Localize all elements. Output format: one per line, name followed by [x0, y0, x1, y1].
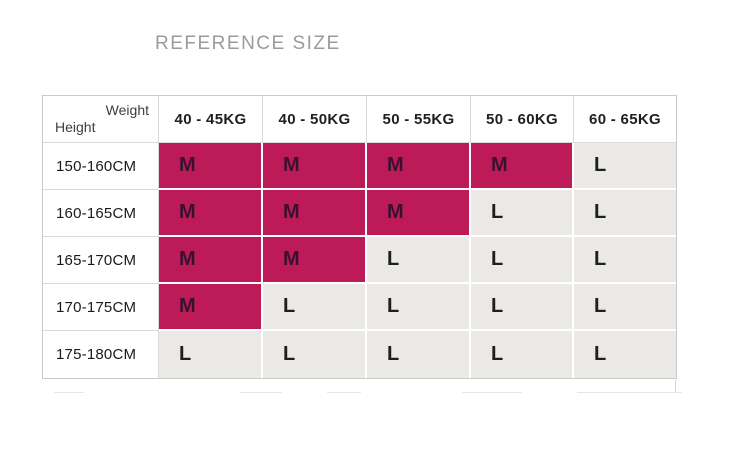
size-cell: M: [263, 143, 367, 190]
cutoff-line: [54, 392, 84, 393]
weight-axis-label: Weight: [105, 102, 149, 118]
size-cell: L: [471, 190, 574, 237]
weight-header: 50 - 60KG: [471, 96, 574, 143]
size-cell: L: [471, 331, 574, 378]
table-row: 165-170CM M M L L L: [43, 237, 676, 284]
size-reference-table: Weight Height 40 - 45KG 40 - 50KG 50 - 5…: [42, 95, 677, 379]
size-cell: L: [263, 331, 367, 378]
size-cell: L: [263, 284, 367, 331]
corner-cell: Weight Height: [43, 96, 159, 143]
size-cell: L: [159, 331, 263, 378]
weight-header: 60 - 65KG: [574, 96, 676, 143]
size-cell: M: [367, 190, 471, 237]
size-cell: L: [367, 284, 471, 331]
height-row-label: 175-180CM: [43, 331, 159, 378]
height-axis-label: Height: [55, 119, 96, 135]
table-row: 170-175CM M L L L L: [43, 284, 676, 331]
table-continuation-artifact: [42, 380, 682, 393]
size-cell: L: [574, 237, 676, 284]
cutoff-line: [240, 392, 282, 393]
size-cell: L: [574, 284, 676, 331]
size-cell: M: [159, 190, 263, 237]
table-row: 175-180CM L L L L L: [43, 331, 676, 378]
header-row: Weight Height 40 - 45KG 40 - 50KG 50 - 5…: [43, 96, 676, 143]
size-cell: M: [159, 143, 263, 190]
size-cell: M: [263, 237, 367, 284]
size-cell: L: [367, 237, 471, 284]
size-cell: L: [367, 331, 471, 378]
weight-header: 40 - 45KG: [159, 96, 263, 143]
weight-header: 50 - 55KG: [367, 96, 471, 143]
size-cell: L: [574, 143, 676, 190]
size-cell: M: [159, 237, 263, 284]
page-title: REFERENCE SIZE: [155, 33, 341, 54]
cutoff-line: [462, 392, 522, 393]
cutoff-line: [327, 392, 361, 393]
height-row-label: 165-170CM: [43, 237, 159, 284]
size-cell: M: [471, 143, 574, 190]
height-row-label: 170-175CM: [43, 284, 159, 331]
height-row-label: 160-165CM: [43, 190, 159, 237]
height-row-label: 150-160CM: [43, 143, 159, 190]
size-cell: L: [471, 284, 574, 331]
size-cell: L: [574, 331, 676, 378]
cutoff-line: [577, 392, 682, 393]
size-cell: M: [367, 143, 471, 190]
size-cell: L: [574, 190, 676, 237]
size-cell: M: [159, 284, 263, 331]
weight-header: 40 - 50KG: [263, 96, 367, 143]
size-cell: M: [263, 190, 367, 237]
table-row: 150-160CM M M M M L: [43, 143, 676, 190]
size-cell: L: [471, 237, 574, 284]
table-row: 160-165CM M M M L L: [43, 190, 676, 237]
